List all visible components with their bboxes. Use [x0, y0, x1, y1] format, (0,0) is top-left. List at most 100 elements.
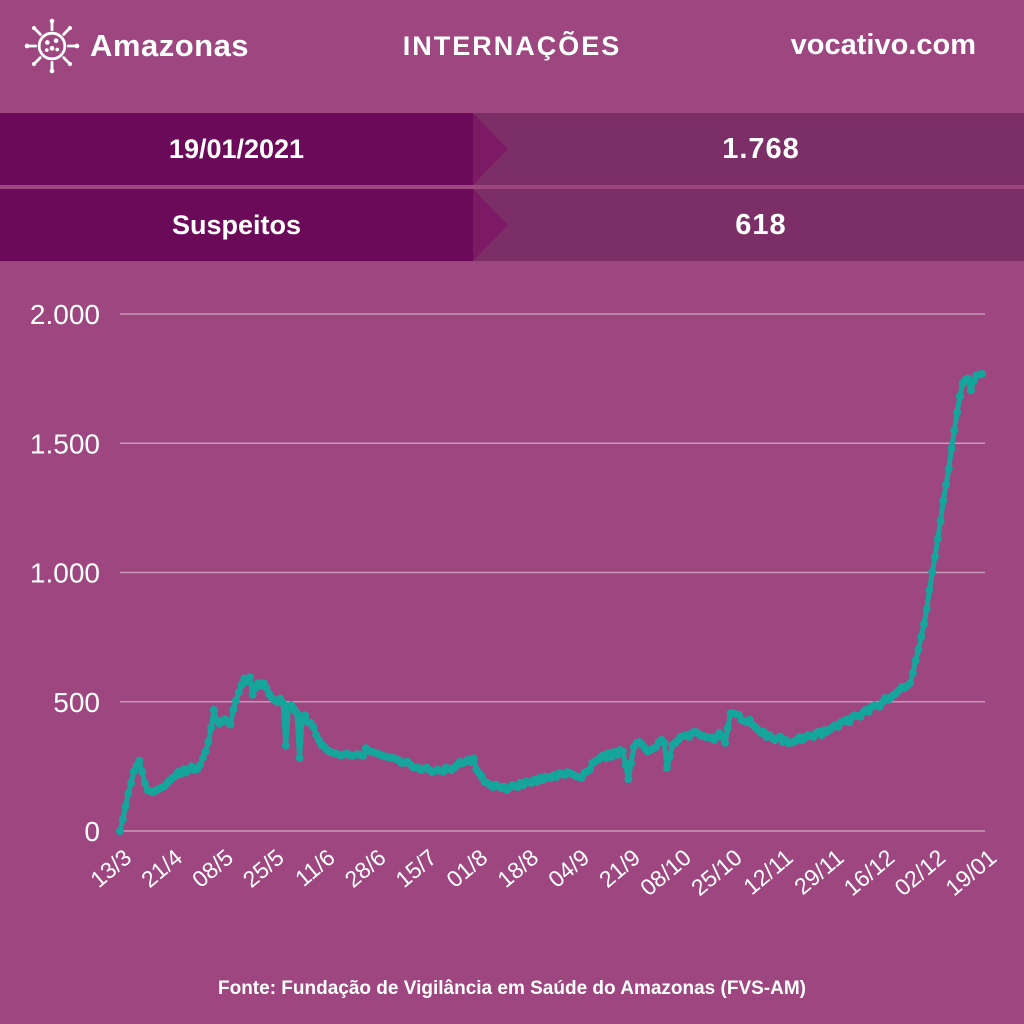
chart-point: [135, 756, 144, 765]
chart-point: [121, 802, 130, 811]
x-tick-label: 04/9: [543, 844, 594, 893]
chart-point: [248, 690, 257, 699]
chart-point: [138, 767, 147, 776]
chart-point: [950, 426, 959, 435]
x-tick-label: 08/5: [187, 844, 238, 893]
y-tick-label: 2.000: [30, 299, 100, 330]
info-row-value: 1.768: [722, 132, 800, 165]
chart-point: [906, 679, 915, 688]
info-row-label-box: 19/01/2021: [0, 113, 473, 185]
y-tick-label: 0: [84, 816, 100, 847]
chart-point: [124, 789, 133, 798]
chart-point: [127, 779, 136, 788]
x-tick-label: 25/10: [686, 844, 747, 901]
x-tick-label: 13/3: [85, 844, 136, 893]
info-row-label: Suspeitos: [171, 209, 302, 240]
chart-point: [116, 827, 124, 835]
source-note: Fonte: Fundação de Vigilância em Saúde d…: [217, 978, 807, 999]
x-tick-label: 02/12: [890, 844, 951, 901]
chart-point: [718, 732, 727, 741]
chart-point: [908, 668, 917, 677]
x-tick-label: 21/4: [136, 844, 187, 893]
chart-point: [359, 751, 368, 760]
chart-point: [920, 620, 928, 629]
chart-point: [196, 761, 205, 770]
arrow-right-icon: [473, 189, 508, 261]
chart-point: [944, 464, 953, 473]
chart-point: [942, 480, 951, 489]
x-tick-label: 25/5: [238, 844, 289, 893]
x-tick-label: 21/9: [594, 844, 645, 893]
chart-point: [665, 752, 674, 761]
chart-point: [198, 754, 207, 763]
chart-point: [978, 370, 986, 378]
x-tick-label: 11/6: [290, 844, 340, 892]
chart-point: [922, 604, 931, 613]
page-title: INTERNAÇÕES: [402, 31, 622, 61]
chart-point: [226, 720, 235, 729]
virus-icon: [24, 18, 80, 74]
chart-point: [936, 516, 945, 525]
chart-point: [201, 747, 210, 756]
chart-point: [585, 765, 594, 774]
chart-point: [953, 408, 962, 417]
chart-point: [947, 444, 956, 453]
chart-point: [245, 673, 254, 682]
site-name: vocativo.com: [790, 29, 976, 61]
x-tick-label: 15/7: [391, 844, 442, 893]
chart-point: [140, 779, 149, 788]
y-tick-label: 500: [53, 687, 100, 718]
chart-point: [209, 706, 218, 714]
x-tick-label: 01/8: [441, 844, 492, 893]
chart-point: [917, 632, 926, 641]
x-tick-label: 29/11: [789, 844, 849, 900]
x-tick-label: 08/10: [635, 844, 696, 901]
chart-point: [911, 656, 920, 665]
y-tick-label: 1.500: [30, 428, 100, 459]
chart-point: [618, 747, 627, 756]
chart-point: [234, 688, 243, 697]
chart-point: [624, 775, 633, 783]
x-tick-label: 16/12: [839, 844, 900, 901]
chart-point: [281, 741, 290, 750]
y-tick-label: 1.000: [30, 558, 100, 589]
brand-name: Amazonas: [90, 28, 250, 63]
chart-point: [295, 754, 304, 763]
chart-point: [721, 738, 730, 747]
chart-point: [207, 723, 216, 732]
chart-point: [301, 711, 310, 720]
chart-point: [931, 552, 939, 561]
info-row-label: 19/01/2021: [168, 133, 305, 164]
info-row-value: 618: [735, 208, 787, 241]
chart-point: [204, 737, 213, 746]
chart-point: [292, 708, 301, 717]
x-tick-label: 18/8: [492, 844, 543, 893]
chart-point: [955, 392, 964, 401]
x-tick-label: 12/11: [738, 844, 798, 900]
info-row-suspects: Suspeitos 618: [0, 189, 1024, 261]
chart-point: [262, 684, 271, 692]
chart-point: [914, 645, 923, 654]
x-tick-label: 19/01: [940, 844, 1001, 901]
chart-point: [118, 815, 127, 824]
chart-point: [928, 568, 937, 576]
chart-point: [660, 739, 669, 748]
chart-point: [933, 534, 942, 543]
chart-point: [966, 386, 975, 395]
arrow-right-icon: [473, 113, 508, 185]
header: Amazonas INTERNAÇÕES vocativo.com: [0, 0, 1024, 100]
chart-point: [309, 723, 318, 732]
chart-point: [925, 586, 934, 595]
info-row-date: 19/01/2021 1.768: [0, 113, 1024, 185]
chart-point: [232, 696, 240, 705]
chart-point: [939, 496, 948, 505]
chart-point: [663, 763, 671, 772]
brand: Amazonas: [24, 18, 249, 74]
info-row-label-box: Suspeitos: [0, 189, 473, 261]
chart-point: [229, 705, 238, 714]
x-tick-label: 28/6: [340, 844, 391, 893]
chart-point: [469, 754, 478, 763]
chart-point: [723, 724, 732, 732]
chart-point: [627, 759, 636, 767]
